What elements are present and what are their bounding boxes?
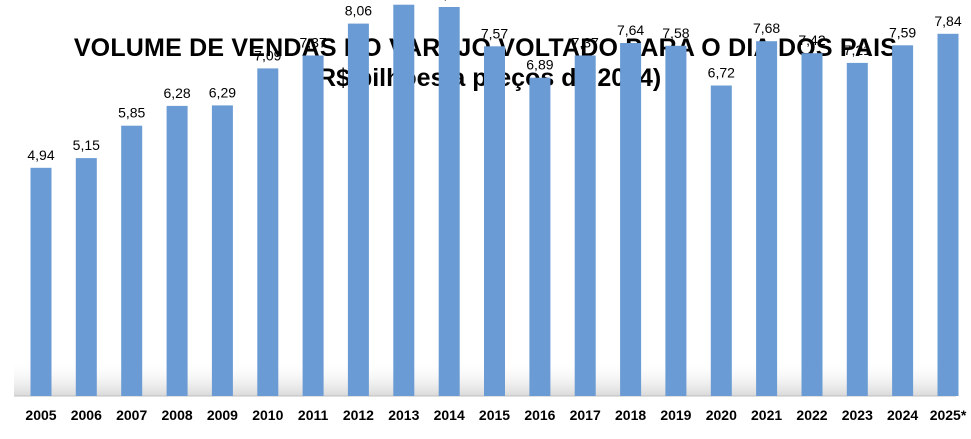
x-tick-label: 2010 xyxy=(252,407,283,423)
bar xyxy=(710,85,732,396)
x-tick-label: 2013 xyxy=(388,407,419,423)
bar-value-label: 7,58 xyxy=(662,25,689,41)
x-tick-label: 2017 xyxy=(570,407,601,423)
bar-value-label: 8,42 xyxy=(436,0,463,2)
bar xyxy=(665,45,687,397)
bar xyxy=(484,46,505,397)
bar xyxy=(438,7,460,396)
bar xyxy=(846,62,868,397)
bar xyxy=(393,4,415,396)
x-tick-label: 2009 xyxy=(207,407,238,423)
bar-value-label: 7,09 xyxy=(254,47,281,63)
bar xyxy=(30,167,52,396)
bar-value-label: 6,29 xyxy=(209,84,236,100)
bar xyxy=(801,53,823,396)
x-tick-label: 2023 xyxy=(842,407,873,423)
x-tick-label: 2015 xyxy=(479,407,510,423)
bar xyxy=(302,55,324,396)
bar-value-label: 6,28 xyxy=(163,85,190,101)
x-tick-label: 2022 xyxy=(796,407,827,423)
bar-value-label: 7,37 xyxy=(299,35,326,51)
bar xyxy=(937,33,959,397)
x-tick-label: 2006 xyxy=(71,407,102,423)
bar-value-label: 7,84 xyxy=(934,13,961,29)
bar-value-label: 7,68 xyxy=(753,20,780,36)
bar xyxy=(529,77,551,396)
bar-value-label: 7,64 xyxy=(617,22,644,38)
bar-value-label: 8,06 xyxy=(345,3,372,19)
x-tick-label: 2021 xyxy=(751,407,782,423)
x-tick-label: 2008 xyxy=(162,407,193,423)
x-tick-label: 2020 xyxy=(706,407,737,423)
x-tick-label: 2024 xyxy=(887,407,918,423)
x-tick-label: 2018 xyxy=(615,407,646,423)
x-tick-label: 2005 xyxy=(25,407,56,423)
x-tick-label: 2014 xyxy=(434,407,465,423)
bar-value-label: 6,72 xyxy=(708,65,735,81)
bar xyxy=(756,41,778,396)
x-tick-label: 2016 xyxy=(524,407,555,423)
bar xyxy=(892,45,914,397)
x-tick-label: 2007 xyxy=(116,407,147,423)
bar-value-label: 7,57 xyxy=(481,25,508,41)
x-tick-label: 2012 xyxy=(343,407,374,423)
bar xyxy=(620,43,642,396)
bar-value-label: 6,89 xyxy=(526,57,553,73)
bar-value-label: 4,94 xyxy=(27,147,54,163)
bar-value-label: 7,42 xyxy=(798,32,825,48)
x-tick-label: 2019 xyxy=(660,407,691,423)
bar xyxy=(166,105,188,397)
x-tick-label: 2011 xyxy=(298,407,329,423)
bar xyxy=(574,55,596,396)
bar-value-label: 7,37 xyxy=(572,35,599,51)
bar-value-label: 5,15 xyxy=(73,137,100,153)
bar xyxy=(75,158,97,396)
bar-value-label: 5,85 xyxy=(118,105,145,121)
bar xyxy=(211,105,233,397)
bar xyxy=(257,68,279,397)
bar xyxy=(347,23,369,396)
x-tick-label: 2025* xyxy=(930,407,967,423)
bar-value-label: 7,59 xyxy=(889,24,916,40)
bar-value-label: 7,21 xyxy=(844,42,871,58)
bar xyxy=(121,125,143,396)
